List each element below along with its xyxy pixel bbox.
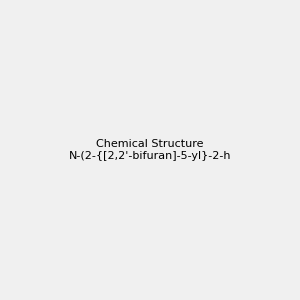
Text: Chemical Structure
N-(2-{[2,2'-bifuran]-5-yl}-2-h: Chemical Structure N-(2-{[2,2'-bifuran]-…	[69, 139, 231, 161]
